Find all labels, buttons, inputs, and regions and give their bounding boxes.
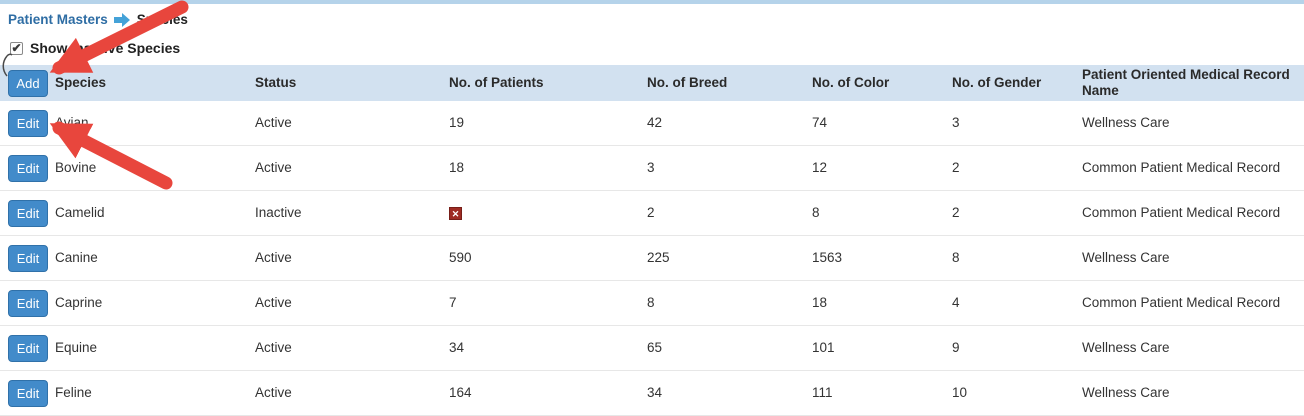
cell-color: 1563 [812, 250, 843, 266]
table-row: Edit Feline Active 164 34 111 10 Wellness Care [0, 371, 1304, 416]
cell-pomr: Wellness Care [1082, 250, 1170, 266]
cell-status: Inactive [255, 205, 302, 221]
species-table: Add Species Status No. of Patients No. o… [0, 65, 1304, 416]
cell-gender: 9 [952, 340, 960, 356]
cell-breed: 225 [647, 250, 670, 266]
cell-species: Caprine [55, 295, 103, 311]
cell-pomr: Common Patient Medical Record [1082, 160, 1281, 176]
cell-pomr: Common Patient Medical Record [1082, 295, 1281, 311]
edit-button[interactable]: Edit [8, 199, 48, 227]
cell-gender: 2 [952, 160, 960, 176]
cell-species: Canine [55, 250, 98, 266]
breadcrumb: Patient Masters Species [8, 12, 1304, 27]
table-header-row: Add Species Status No. of Patients No. o… [0, 65, 1304, 101]
cell-gender: 3 [952, 115, 960, 131]
cell-color: 12 [812, 160, 828, 176]
cell-gender: 8 [952, 250, 960, 266]
edit-button[interactable]: Edit [8, 154, 48, 182]
cell-patients: 590 [449, 250, 472, 266]
cell-species: Avian [55, 115, 89, 131]
column-header-color: No. of Color [812, 75, 890, 91]
edit-button[interactable]: Edit [8, 334, 48, 362]
cell-breed: 8 [647, 295, 655, 311]
cell-status: Active [255, 115, 292, 131]
cell-patients: 34 [449, 340, 465, 356]
show-inactive-label: Show Inactive Species [30, 40, 181, 56]
cell-breed: 65 [647, 340, 663, 356]
cell-color: 8 [812, 205, 820, 221]
cell-species: Equine [55, 340, 98, 356]
cell-breed: 2 [647, 205, 655, 221]
edit-button[interactable]: Edit [8, 244, 48, 272]
cell-status: Active [255, 295, 292, 311]
cell-breed: 42 [647, 115, 663, 131]
cell-gender: 4 [952, 295, 960, 311]
edit-button[interactable]: Edit [8, 109, 48, 137]
cell-status: Active [255, 160, 292, 176]
table-row: Edit Equine Active 34 65 101 9 Wellness Care [0, 326, 1304, 371]
cell-breed: 34 [647, 385, 663, 401]
add-button[interactable]: Add [8, 69, 48, 97]
table-row: Edit Canine Active 590 225 1563 8 Wellness Care [0, 236, 1304, 281]
cell-species: Feline [55, 385, 92, 401]
column-header-patients: No. of Patients [449, 75, 544, 91]
cell-status: Active [255, 385, 292, 401]
cell-color: 18 [812, 295, 828, 311]
show-inactive-filter: ✔ Show Inactive Species [10, 40, 1304, 56]
cell-gender: 10 [952, 385, 968, 401]
cell-patients: ✕ [449, 205, 647, 221]
show-inactive-checkbox[interactable]: ✔ [10, 40, 23, 55]
cell-gender: 2 [952, 205, 960, 221]
cell-status: Active [255, 340, 292, 356]
cell-pomr: Common Patient Medical Record [1082, 205, 1281, 221]
table-row: Edit Caprine Active 7 8 18 4 Common Patient Med… [0, 281, 1304, 326]
table-row: Edit Camelid Inactive ✕ 2 8 2 Common Patient Me… [0, 191, 1304, 236]
cell-breed: 3 [647, 160, 655, 176]
top-accent-strip [0, 0, 1304, 4]
cell-species: Bovine [55, 160, 97, 176]
column-header-gender: No. of Gender [952, 75, 1042, 91]
breadcrumb-patient-masters-link[interactable]: Patient Masters [8, 12, 108, 27]
table-row: Edit Bovine Active 18 3 12 2 Common Patient Med… [0, 146, 1304, 191]
breadcrumb-species-current: Species [136, 12, 188, 27]
checkmark-icon: ✔ [11, 40, 22, 55]
cell-color: 111 [812, 385, 833, 401]
column-header-species: Species [55, 75, 107, 91]
column-header-status: Status [255, 75, 297, 91]
cell-color: 74 [812, 115, 828, 131]
cell-status: Active [255, 250, 292, 266]
cell-pomr: Wellness Care [1082, 385, 1170, 401]
cell-species: Camelid [55, 205, 105, 221]
cell-pomr: Wellness Care [1082, 115, 1170, 131]
missing-image-x-icon: ✕ [449, 207, 462, 221]
cell-patients: 18 [449, 160, 465, 176]
arrow-right-icon [113, 12, 131, 27]
cell-patients: 7 [449, 295, 457, 311]
cell-color: 101 [812, 340, 835, 356]
table-body: Edit Avian Active 19 42 74 3 Wellness Care Edit B… [0, 101, 1304, 416]
cell-pomr: Wellness Care [1082, 340, 1170, 356]
cell-patients: 19 [449, 115, 465, 131]
column-header-breed: No. of Breed [647, 75, 728, 91]
column-header-pomr: Patient Oriented Medical Record Name [1082, 67, 1290, 98]
edit-button[interactable]: Edit [8, 289, 48, 317]
cell-patients: 164 [449, 385, 472, 401]
edit-button[interactable]: Edit [8, 379, 48, 407]
table-row: Edit Avian Active 19 42 74 3 Wellness Care [0, 101, 1304, 146]
